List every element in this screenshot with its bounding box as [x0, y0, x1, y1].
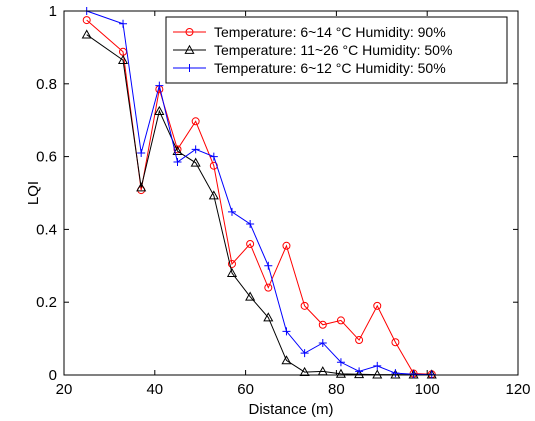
x-tick-label: 60	[237, 381, 254, 398]
data-point-triangle	[81, 29, 92, 39]
data-point-plus	[391, 369, 400, 378]
data-point-plus	[119, 19, 128, 28]
data-point-triangle	[172, 145, 183, 155]
data-point-triangle	[154, 105, 165, 115]
legend-label: Temperature: 11~26 °C Humidity: 50%	[214, 42, 452, 58]
data-point-plus	[264, 261, 273, 270]
y-axis-label: LQI	[25, 181, 42, 205]
data-point-triangle	[390, 369, 401, 379]
data-point-plus	[155, 81, 164, 90]
x-tick-label: 80	[328, 381, 345, 398]
y-tick-label: 0	[49, 367, 57, 384]
data-point-circle	[82, 16, 91, 25]
plot-frame	[63, 10, 519, 376]
data-point-triangle	[372, 369, 383, 379]
data-point-triangle	[354, 369, 365, 379]
y-tick-label: 0.2	[36, 294, 57, 311]
legend-label: Temperature: 6~12 °C Humidity: 50%	[214, 60, 446, 76]
data-point-triangle	[190, 157, 201, 167]
data-point-circle	[391, 338, 400, 347]
data-point-triangle	[245, 291, 256, 301]
y-tick-label: 1	[49, 3, 57, 20]
data-point-plus	[227, 207, 236, 216]
data-point-triangle	[335, 368, 346, 378]
x-tick-label: 100	[415, 381, 440, 398]
data-point-plus	[191, 145, 200, 154]
data-point-plus	[355, 367, 364, 376]
legend-marker-triangle	[184, 44, 195, 54]
y-tick-label: 0.6	[36, 149, 57, 166]
legend-item: Temperature: 11~26 °C Humidity: 50%	[173, 42, 452, 58]
ticks-layer: 20 40 60 80 100 120 0 0.2 0.4 0.6 0.8 1	[36, 3, 530, 398]
legend-marker-plus	[185, 64, 194, 72]
data-point-circle	[264, 283, 273, 292]
data-point-circle	[300, 301, 309, 310]
data-point-circle	[336, 316, 345, 325]
data-point-plus	[373, 361, 382, 370]
x-tick-label: 20	[56, 381, 73, 398]
data-point-plus	[409, 370, 418, 379]
data-point-circle	[355, 336, 364, 345]
data-point-plus	[209, 152, 218, 161]
legend: Temperature: 6~14 °C Humidity: 90% Temper…	[165, 16, 508, 84]
legend-item: Temperature: 6~14 °C Humidity: 90%	[173, 24, 446, 40]
data-point-circle	[282, 241, 291, 250]
data-point-triangle	[136, 182, 147, 192]
data-point-circle	[227, 259, 236, 268]
x-tick-label: 40	[146, 381, 163, 398]
data-point-plus	[282, 327, 291, 336]
y-tick-label: 0.4	[36, 221, 57, 238]
legend-box	[165, 16, 508, 84]
x-axis-label: Distance (m)	[248, 401, 333, 418]
legend-item: Temperature: 6~12 °C Humidity: 50%	[173, 60, 446, 76]
data-point-triangle	[226, 267, 238, 277]
y-tick-label: 0.8	[36, 76, 57, 93]
data-point-triangle	[263, 312, 274, 322]
data-point-plus	[300, 349, 309, 358]
data-point-circle	[373, 301, 382, 310]
data-point-circle	[246, 239, 255, 248]
data-point-plus	[318, 338, 327, 347]
data-point-triangle	[117, 54, 129, 64]
legend-label: Temperature: 6~14 °C Humidity: 90%	[214, 24, 446, 40]
x-tick-label: 120	[505, 381, 530, 398]
data-point-plus	[336, 358, 345, 367]
data-point-circle	[191, 117, 200, 126]
data-point-plus	[173, 158, 182, 167]
data-point-plus	[246, 219, 255, 228]
data-point-triangle	[281, 355, 292, 365]
data-point-circle	[318, 320, 327, 329]
data-point-plus	[137, 148, 146, 157]
data-point-triangle	[208, 190, 219, 200]
series-line	[86, 34, 432, 376]
legend-marker-circle	[185, 28, 194, 36]
